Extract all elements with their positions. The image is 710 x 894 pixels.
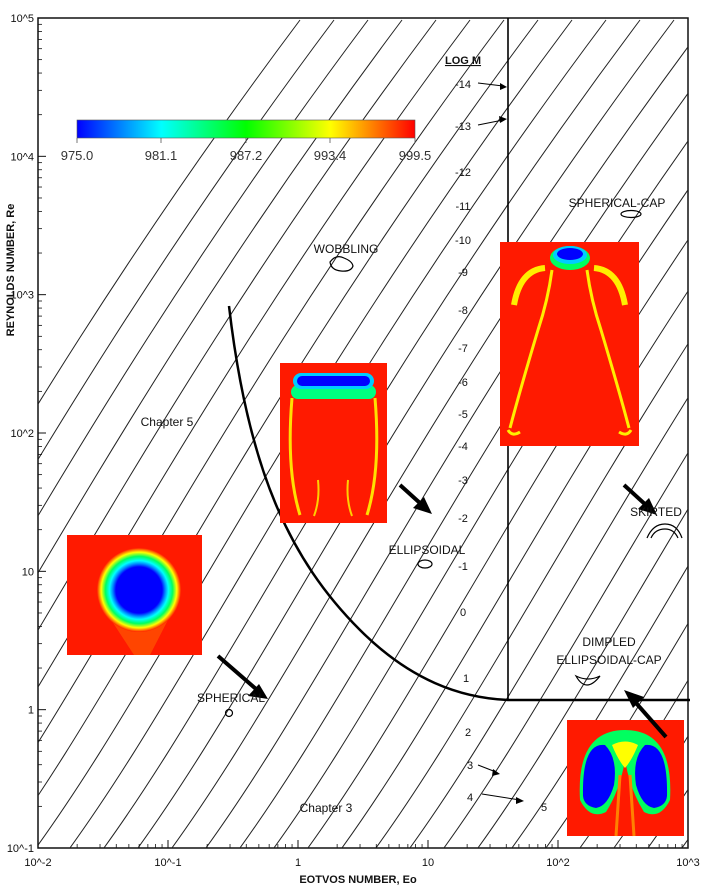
regime-label: SPHERICAL-CAP [569,196,666,210]
y-axis-label: REYNOLDS NUMBER, Re [5,204,17,337]
log-m-header: LOG M [445,55,481,67]
contour-line [205,92,688,848]
contour-line [171,46,688,848]
regime-label: SKIRTED [630,505,682,519]
ellipsoid-simulation-image [280,363,387,523]
log-m-label: 1 [463,673,469,685]
regime-label: SPHERICAL [197,691,265,705]
contour-line [692,20,710,880]
regime-label: WOBBLING [314,242,379,256]
y-tick-label: 10^3 [10,290,34,302]
contour-line [38,19,471,689]
x-tick-label: 1 [295,857,301,869]
colorbar: 975.0 981.1 987.2 993.4 999.5 [61,119,432,163]
wobbling-shape-icon [329,256,354,272]
contour-line [38,19,539,797]
regime-label: ELLIPSOIDAL [389,543,466,557]
y-tick-label: 10^-1 [7,843,34,855]
contour-line [38,19,335,461]
contour-line [307,238,688,848]
contour-line [375,342,688,848]
log-m-label: -12 [455,167,471,179]
log-m-label: -8 [458,305,468,317]
y-tick-label: 10^5 [10,13,34,25]
x-tick-label: 10^2 [546,857,570,869]
y-axis: 10^-1 1 10 10^2 10^3 10^4 10^5 [7,13,46,855]
dimpled-simulation-image [567,720,684,837]
contour-line [409,396,688,848]
regime-label: DIMPLED [582,635,636,649]
contour-line [38,19,437,632]
regime-labels: SPHERICAL-CAP WOBBLING SKIRTED ELLIPSOIDAL D… [141,196,683,815]
x-tick-label: 10^-1 [154,857,181,869]
contour-line [341,290,688,848]
log-m-label: -1 [458,561,468,573]
log-m-label: 4 [467,792,473,804]
x-axis-label: EOTVOS NUMBER, Eo [299,874,417,886]
y-tick-label: 10^4 [10,151,34,163]
y-tick-label: 10 [22,566,34,578]
log-m-label: -14 [455,79,471,91]
log-m-label: -13 [455,121,471,133]
skirted-shape-icon [646,523,683,539]
contour-line [239,140,688,848]
contour-line [69,19,607,848]
contour-line [647,788,688,848]
regime-label: Chapter 3 [300,801,353,815]
log-m-label: 3 [467,760,473,772]
contour-line [38,19,505,744]
contour-line [273,188,688,848]
colorbar-tick-label: 987.2 [230,148,263,163]
contour-line [38,19,573,847]
log-m-label: -11 [455,201,470,213]
log-m-label: 0 [460,607,466,619]
y-tick-label: 1 [28,705,34,717]
sphere-simulation-image [67,535,202,655]
x-axis: 10^-2 10^-1 1 10 10^2 10^3 [24,840,700,869]
log-m-label: 2 [465,727,471,739]
log-m-label: 5 [541,802,547,814]
regime-label: ELLIPSOIDAL-CAP [556,653,661,667]
spherical-shape-icon [224,708,234,718]
contour-line [137,19,675,848]
spherical-cap-shape-icon [620,209,642,219]
log-m-label: -9 [458,267,468,279]
dimpled-shape-icon [574,674,601,686]
x-tick-label: 10^3 [676,857,700,869]
skirted-simulation-image [500,242,639,446]
colorbar-tick-label: 981.1 [145,148,178,163]
log-m-label: -10 [455,235,471,247]
regime-label: Chapter 5 [141,415,194,429]
log-m-label: -7 [458,343,468,355]
log-m-label: -6 [458,377,468,389]
colorbar-tick-label: 993.4 [314,148,347,163]
log-m-pointer-arrows [477,82,524,804]
log-m-label: -2 [458,513,468,525]
contour-line [38,19,369,517]
contour-line [511,565,688,848]
curved-boundary [227,305,690,702]
x-tick-label: 10^-2 [24,857,51,869]
y-tick-label: 10^2 [10,428,34,440]
log-m-label: -3 [458,475,468,487]
log-m-label: -4 [458,441,468,453]
contour-line [443,451,688,848]
log-m-label: -5 [458,409,468,421]
arrows [216,483,668,739]
contour-line [38,19,301,406]
x-tick-label: 10 [422,857,434,869]
ellipsoidal-shape-icon [417,559,433,569]
colorbar-tick-label: 975.0 [61,148,94,163]
log-m-contours [38,19,710,880]
colorbar-tick-label: 999.5 [399,148,432,163]
contour-line [38,19,403,574]
contour-line [103,19,641,848]
